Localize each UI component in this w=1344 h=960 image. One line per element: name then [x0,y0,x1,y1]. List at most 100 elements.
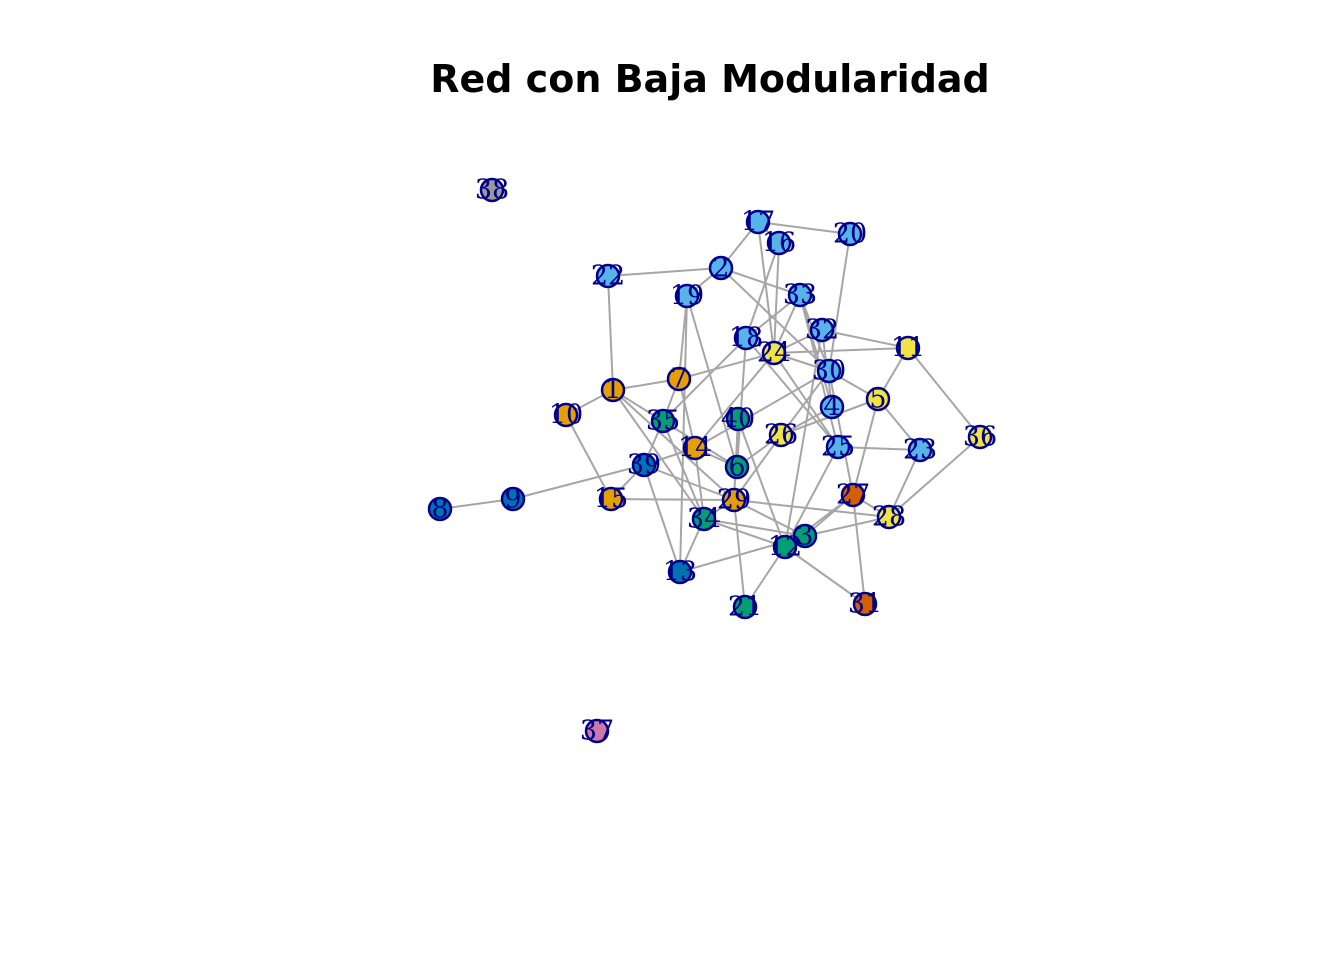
edge-24-7 [678,352,775,380]
node-5-label: 5 [869,384,886,415]
node-31-label: 31 [848,589,882,620]
node-35-label: 35 [646,406,680,437]
node-17: 17 [741,207,775,238]
edge-28-3 [804,516,890,537]
node-37-circle [584,718,610,744]
edge-18-6 [736,337,747,468]
edge-1-6 [612,389,738,468]
node-5-circle [865,386,891,412]
node-2-circle [708,255,734,281]
edge-23-25 [837,446,921,451]
node-7-label: 7 [670,364,687,395]
node-30: 30 [812,356,846,387]
node-31-circle [852,591,878,617]
node-29: 29 [717,485,751,516]
edge-34-3 [703,518,806,537]
node-16-label: 16 [762,228,796,259]
node-39-label: 39 [627,450,661,481]
edge-9-39 [512,464,645,500]
edge-17-20 [757,221,851,235]
node-18: 18 [729,323,763,354]
edge-17-24 [757,221,775,354]
node-17-circle [745,209,771,235]
node-33: 33 [783,280,817,311]
node-17-label: 17 [741,207,775,238]
node-6-label: 6 [728,452,745,483]
node-1: 1 [600,375,626,406]
edge-30-26 [780,370,830,436]
node-15-circle [598,486,624,512]
edge-20-30 [828,233,851,372]
node-34-label: 34 [687,504,721,535]
edge-5-27 [852,398,879,496]
node-20-circle [837,221,863,247]
edge-31-27 [852,494,866,605]
edge-12-25 [784,446,839,548]
node-28: 28 [872,502,906,533]
edge-30-14 [694,370,830,449]
edge-32-11 [821,329,909,349]
node-8: 8 [427,494,453,525]
node-12-label: 12 [768,532,802,563]
node-23: 23 [903,435,937,466]
edge-22-1 [607,275,614,391]
edge-36-28 [888,436,981,518]
node-24-circle [761,340,787,366]
node-23-label: 23 [903,435,937,466]
edge-9-8 [439,498,514,510]
node-27-circle [840,482,866,508]
node-8-label: 8 [431,494,448,525]
node-3: 3 [792,521,818,552]
node-9-label: 9 [504,484,521,515]
node-36: 36 [963,422,997,453]
node-6-circle [724,454,750,480]
edge-39-29 [643,464,735,501]
node-35-circle [650,408,676,434]
node-21-label: 21 [728,592,762,623]
node-18-label: 18 [729,323,763,354]
node-24: 24 [757,338,791,369]
node-40-circle [725,406,751,432]
node-4: 4 [819,392,845,423]
edge-29-21 [733,499,746,608]
node-30-label: 30 [812,356,846,387]
node-4-circle [819,394,845,420]
node-11: 11 [891,333,925,364]
node-33-label: 33 [783,280,817,311]
node-26-label: 26 [764,420,798,451]
node-1-label: 1 [604,375,621,406]
node-10-label: 10 [549,400,583,431]
node-26-circle [768,422,794,448]
node-22-circle [595,263,621,289]
edge-39-13 [643,464,681,573]
node-11-label: 11 [891,333,925,364]
node-16: 16 [762,228,796,259]
node-3-label: 3 [796,521,813,552]
node-27: 27 [836,480,870,511]
node-12: 12 [768,532,802,563]
node-31: 31 [848,589,882,620]
node-19-circle [674,283,700,309]
node-20-label: 20 [833,219,867,250]
node-34: 34 [687,504,721,535]
node-13-label: 13 [663,557,697,588]
node-33-circle [787,282,813,308]
node-22-label: 22 [591,261,625,292]
node-19: 19 [670,281,704,312]
node-2-label: 2 [712,253,729,284]
edge-15-29 [610,498,735,501]
node-21-circle [732,594,758,620]
edge-2-22 [607,267,722,277]
node-22: 22 [591,261,625,292]
node-35: 35 [646,406,680,437]
node-6: 6 [724,452,750,483]
node-36-label: 36 [963,422,997,453]
node-10: 10 [549,400,583,431]
node-37: 37 [580,716,614,747]
node-14-circle [682,435,708,461]
node-30-circle [816,358,842,384]
node-25: 25 [821,432,855,463]
edge-23-28 [888,449,921,518]
node-38-label: 38 [475,175,509,206]
